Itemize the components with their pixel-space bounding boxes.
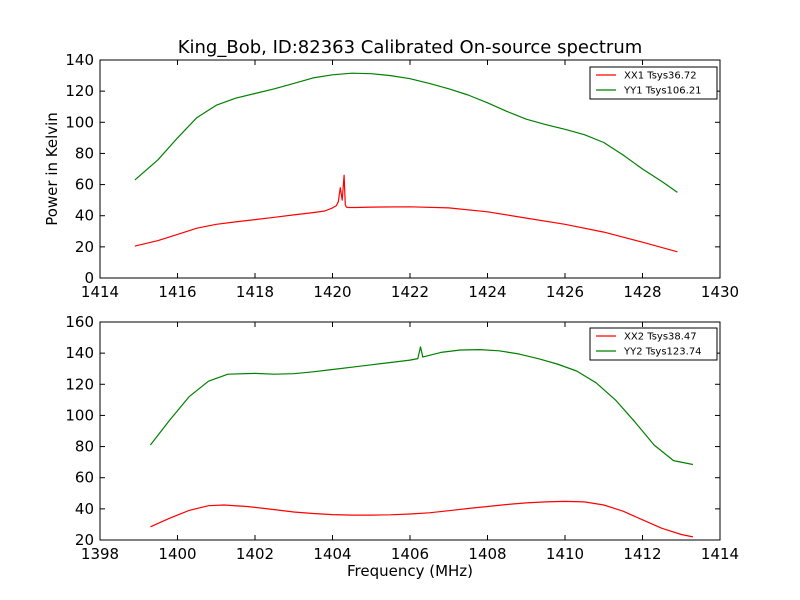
y-tick-label: 100 [65,113,94,131]
x-tick-label: 1414 [81,283,119,301]
legend-entry-label: XX2 Tsys38.47 [624,332,697,343]
x-tick-label: 1408 [468,545,506,563]
legend-box [589,327,718,361]
y-tick-label: 40 [75,207,94,225]
x-tick-label: 1422 [391,283,429,301]
legend-entry-label: XX1 Tsys36.72 [624,71,697,82]
x-tick-label: 1410 [546,545,584,563]
series-line-yy2 [149,346,694,466]
legend-box [589,66,718,100]
x-tick-label: 1416 [158,283,196,301]
y-tick-label: 20 [75,238,94,256]
x-tick-label: 1400 [158,545,196,563]
x-tick-label: 1420 [313,283,351,301]
x-tick-label: 1426 [546,283,584,301]
x-tick-label: 1402 [236,545,274,563]
y-tick-label: 120 [65,82,94,100]
y-tick-label: 160 [65,313,94,331]
x-axis-label: Frequency (MHz) [347,562,473,580]
x-tick-label: 1428 [623,283,661,301]
y-tick-label: 140 [65,344,94,362]
y-tick-label: 140 [65,51,94,69]
chart-title: King_Bob, ID:82363 Calibrated On-source … [178,37,643,58]
y-tick-label: 120 [65,375,94,393]
x-tick-label: 1418 [236,283,274,301]
x-tick-label: 1424 [468,283,506,301]
y-tick-label: 20 [75,531,94,549]
top-panel: 1414 1416 1418 1420 1422 1424 1426 1428 1430 0 20 4… [43,51,739,301]
y-tick-label: 100 [65,406,94,424]
y-tick-label: 60 [75,176,94,194]
x-tick-label: 1406 [391,545,429,563]
series-line-xx1 [134,174,678,253]
series-line-yy1 [134,72,678,193]
legend-entry-label: YY1 Tsys106.21 [623,86,702,97]
legend: XX1 Tsys36.72 YY1 Tsys106.21 [589,66,718,100]
x-tick-label: 1430 [701,283,739,301]
y-tick-label: 40 [75,500,94,518]
y-tick-label: 60 [75,469,94,487]
x-tick-label: 1404 [313,545,351,563]
legend: XX2 Tsys38.47 YY2 Tsys123.74 [589,327,718,361]
y-tick-label: 0 [84,269,94,287]
y-axis-label: Power in Kelvin [43,112,61,226]
x-tick-label: 1414 [701,545,739,563]
bottom-panel: 1398 1400 1402 1404 1406 1408 1410 1412 1414 20 40… [65,313,739,580]
series-line-xx2 [150,500,694,538]
x-tick-label: 1398 [81,545,119,563]
y-tick-label: 80 [75,144,94,162]
y-tick-label: 80 [75,438,94,456]
legend-entry-label: YY2 Tsys123.74 [623,347,702,358]
x-tick-label: 1412 [623,545,661,563]
